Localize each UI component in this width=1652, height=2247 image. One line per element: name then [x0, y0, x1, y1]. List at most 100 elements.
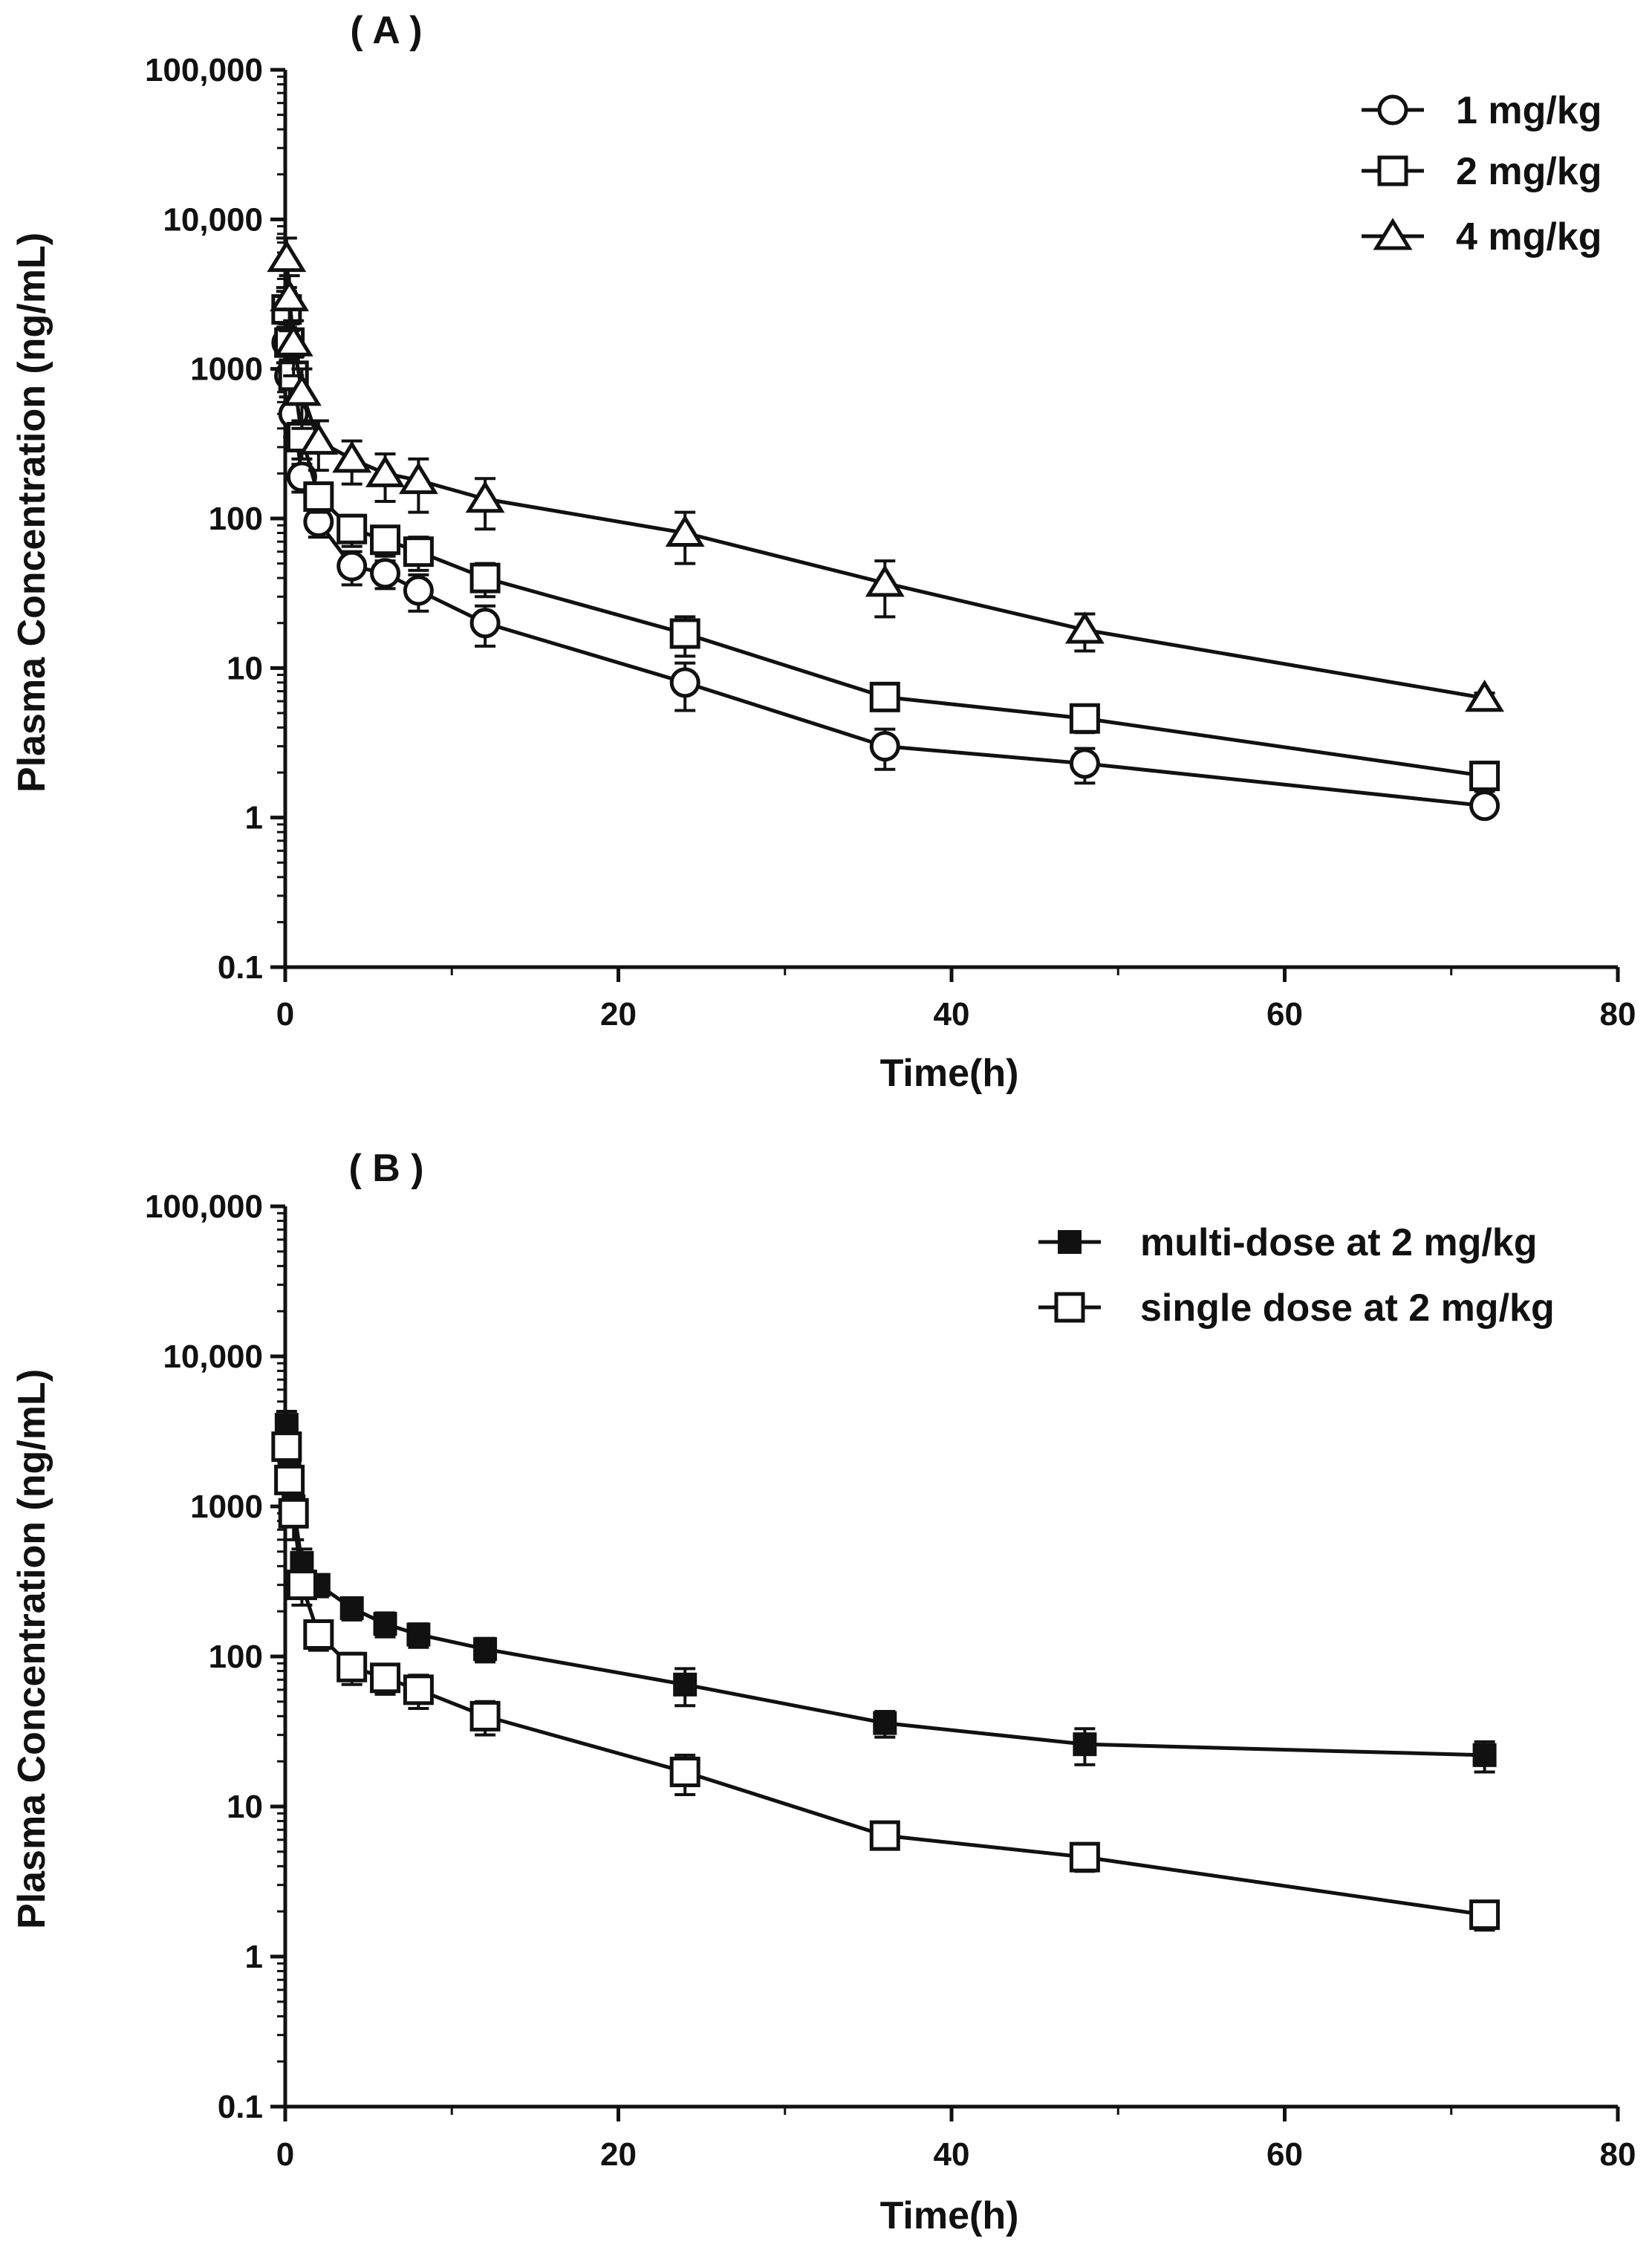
series: [271, 1427, 1500, 1932]
panel-b: ( B ) 0.1 1 10 100 1000 10,000 100,000 0 20 40 60…: [10, 1147, 1636, 2237]
marker-triangle: [865, 565, 905, 597]
x-tick-labels: 0 20 40 60 80: [276, 996, 1636, 1033]
panel-a: ( A ) 0.1 1 10 100 1000 10,000 100,000 0 20 40 60…: [10, 9, 1636, 1095]
marker-square: [303, 481, 334, 513]
marker-triangle: [332, 440, 372, 473]
series: [267, 236, 1505, 712]
x-tick-label: 0: [276, 996, 294, 1033]
y-axis-title: Plasma Concentration (ng/mL): [10, 232, 53, 793]
plot-area: [271, 1410, 1500, 1932]
x-tick-label: 20: [600, 2136, 637, 2173]
series-line: [284, 1424, 1485, 1757]
marker-square: [1069, 1841, 1100, 1873]
marker-square: [1377, 155, 1408, 186]
series: [271, 290, 1500, 793]
legend: 1 mg/kg 2 mg/kg 4 mg/kg: [1362, 89, 1602, 258]
marker-square: [274, 1464, 305, 1495]
legend-label: multi-dose at 2 mg/kg: [1140, 1221, 1538, 1264]
legend-item: multi-dose at 2 mg/kg: [1038, 1221, 1538, 1264]
x-axis-title: Time(h): [880, 1052, 1019, 1095]
marker-square: [669, 1756, 700, 1787]
panel-label: ( A ): [350, 9, 422, 52]
x-tick-label: 20: [600, 996, 637, 1033]
legend-label: 1 mg/kg: [1456, 89, 1602, 132]
marker-circle: [370, 558, 401, 589]
plot-area: [267, 236, 1505, 822]
marker-square: [869, 681, 900, 712]
marker-square-filled: [673, 1672, 697, 1697]
marker-square: [1054, 1292, 1085, 1323]
y-tick-label: 0.1: [218, 2089, 263, 2125]
x-tick-label: 40: [934, 996, 970, 1033]
legend-item: 2 mg/kg: [1362, 150, 1602, 193]
y-axis-title: Plasma Concentration (ng/mL): [10, 1369, 53, 1929]
y-tick-label: 100: [209, 501, 263, 537]
marker-square: [286, 1570, 317, 1601]
legend: multi-dose at 2 mg/kg single dose at 2 m…: [1038, 1221, 1555, 1330]
marker-square-filled: [1073, 1732, 1097, 1757]
x-tick-label: 60: [1266, 2136, 1303, 2173]
marker-triangle: [273, 324, 313, 357]
legend-symbol: [1038, 1292, 1101, 1323]
marker-circle: [336, 550, 368, 582]
marker-triangle: [398, 461, 438, 495]
legend-symbol: [1038, 1230, 1101, 1254]
y-tick-label: 10: [227, 650, 263, 686]
y-tick-label: 0.1: [218, 949, 263, 986]
marker-circle: [669, 667, 700, 698]
x-axis-title: Time(h): [880, 2194, 1019, 2237]
marker-square: [271, 1431, 302, 1463]
x-tick-label: 40: [934, 2136, 970, 2173]
marker-square: [303, 1619, 334, 1650]
marker-triangle: [365, 455, 406, 487]
legend-label: 2 mg/kg: [1456, 150, 1602, 193]
marker-square: [469, 562, 501, 594]
marker-triangle: [267, 239, 307, 273]
marker-square: [1469, 761, 1500, 792]
legend-label: 4 mg/kg: [1456, 215, 1602, 258]
x-tick-label: 60: [1266, 996, 1303, 1033]
legend-symbol: [1362, 218, 1424, 250]
marker-triangle: [282, 374, 322, 406]
axes: [270, 1204, 1620, 2121]
x-tick-label: 80: [1600, 996, 1636, 1033]
marker-square: [669, 618, 700, 649]
legend-symbol: [1362, 94, 1424, 126]
x-tick-labels: 0 20 40 60 80: [276, 2136, 1636, 2173]
marker-triangle: [665, 514, 705, 547]
legend-item: 1 mg/kg: [1362, 89, 1602, 132]
y-tick-label: 100,000: [145, 1188, 263, 1225]
marker-square-filled: [873, 1711, 897, 1735]
marker-square-filled: [373, 1612, 397, 1636]
marker-square-filled: [406, 1622, 431, 1647]
marker-triangle: [299, 422, 339, 455]
panel-label: ( B ): [348, 1147, 423, 1190]
y-tick-label: 10,000: [163, 201, 263, 238]
marker-square: [336, 1651, 368, 1682]
marker-circle: [1377, 94, 1408, 126]
marker-circle: [1469, 790, 1500, 822]
marker-circle: [403, 575, 434, 606]
marker-square: [278, 1498, 309, 1529]
marker-triangle: [465, 480, 505, 513]
x-tick-label: 0: [276, 2136, 294, 2173]
marker-triangle: [270, 279, 310, 312]
legend-label: single dose at 2 mg/kg: [1140, 1287, 1555, 1330]
marker-triangle: [1064, 611, 1105, 644]
marker-square: [403, 1674, 434, 1705]
y-tick-label: 100: [209, 1639, 263, 1675]
axes: [270, 68, 1620, 982]
marker-square: [469, 1700, 501, 1731]
x-tick-label: 80: [1600, 2136, 1636, 2173]
y-tick-labels: 0.1 1 10 100 1000 10,000 100,000: [145, 1188, 263, 2125]
marker-square-filled: [1058, 1230, 1082, 1254]
y-tick-label: 1: [245, 1939, 263, 1975]
legend-symbol: [1362, 155, 1424, 186]
y-tick-labels: 0.1 1 10 100 1000 10,000 100,000: [145, 52, 263, 986]
marker-square: [370, 524, 401, 556]
y-tick-label: 100,000: [145, 52, 263, 88]
y-tick-label: 1000: [190, 351, 263, 388]
y-tick-label: 1: [245, 800, 263, 836]
y-tick-label: 10,000: [163, 1339, 263, 1375]
